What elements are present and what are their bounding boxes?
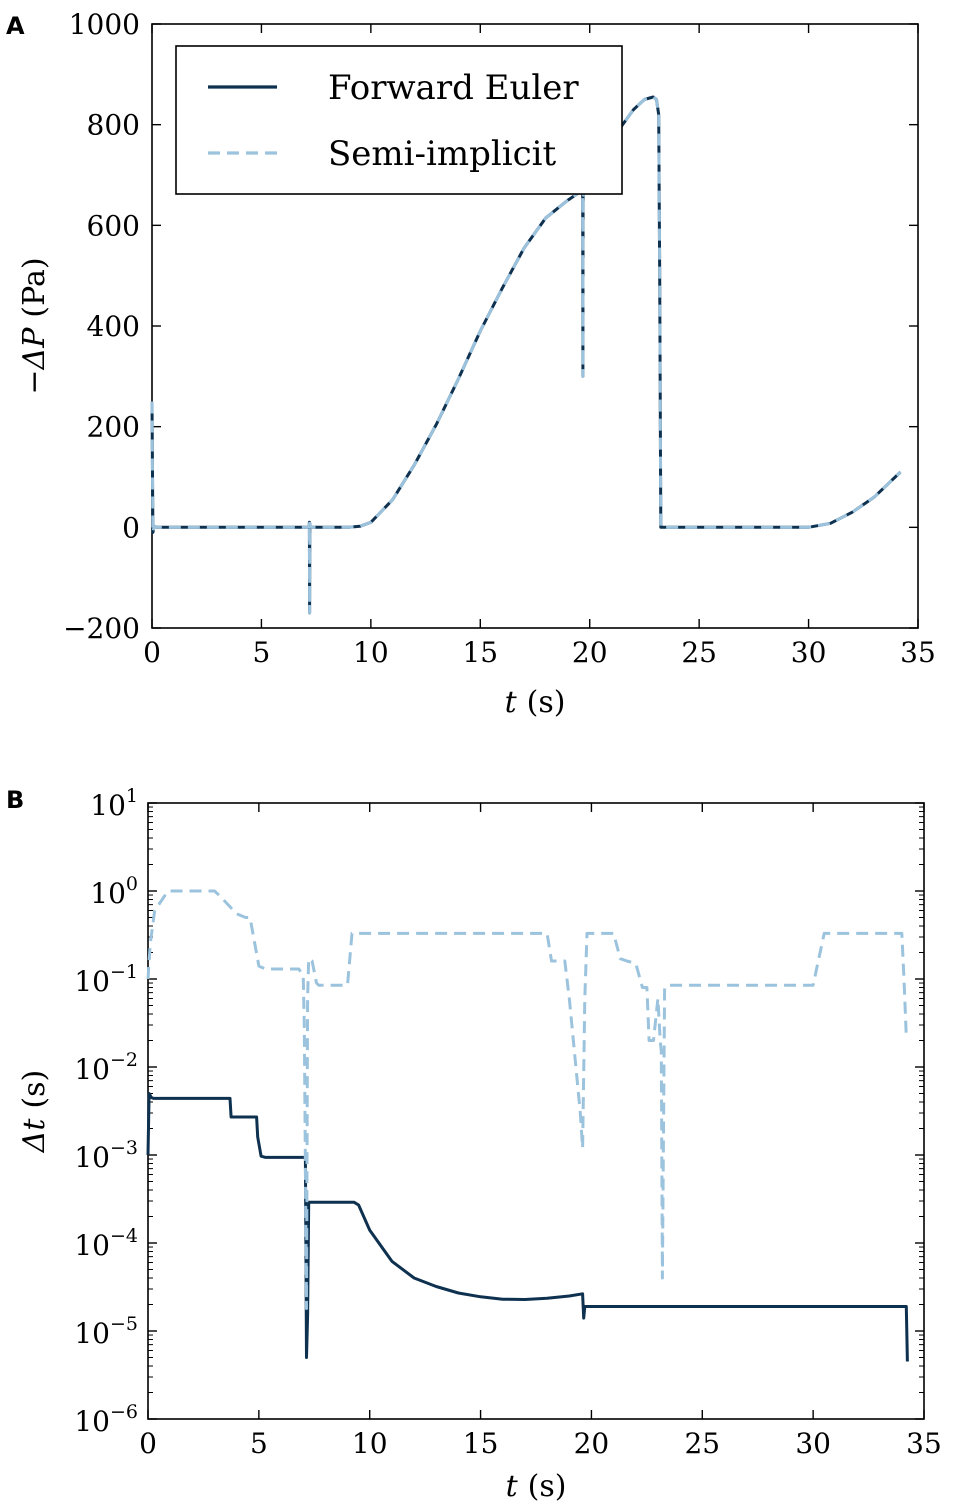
panel-b-y-tick-label: 10−4 [74, 1225, 138, 1262]
panel-b-y-tick-label: 10−6 [74, 1401, 138, 1438]
panel-a-y-axis-label: −ΔP (Pa) [17, 257, 52, 394]
panel-b-series [146, 889, 909, 1362]
panel-b-x-tick-label: 25 [684, 1427, 720, 1460]
panel-b-x-tick-label: 30 [795, 1427, 831, 1460]
panel-b-x-tick-label: 35 [906, 1427, 942, 1460]
panel-a-y-tick-label: 1000 [69, 8, 140, 41]
legend: Forward Euler Semi-implicit [175, 45, 623, 195]
panel-b-y-axis-label: Δt (s) [17, 1070, 52, 1154]
panel-a-ylabel-unit: (Pa) [17, 257, 52, 317]
panel-b-x-tick-label: 5 [250, 1427, 268, 1460]
legend-box [175, 45, 623, 195]
legend-label-semi-implicit: Semi-implicit [328, 134, 557, 174]
panel-b-y-tick-label: 101 [90, 785, 138, 822]
panel-a-x-axis-label: t (s) [505, 685, 566, 720]
panel-b-series-semi-implicit [146, 889, 908, 1310]
panel-b-y-tick-label: 10−1 [74, 961, 138, 998]
panel-a-label: A [6, 12, 25, 40]
panel-b-ylabel-var: Δt [17, 1118, 52, 1154]
panel-a-x-tick-label: 20 [572, 636, 608, 669]
panel-a-y-tick-label: 800 [87, 109, 140, 142]
panel-b-plot-frame [147, 802, 925, 1420]
panel-b-y-tick-label: 10−5 [74, 1313, 138, 1350]
panel-a-xlabel-unit: (s) [527, 685, 566, 720]
panel-a-ylabel-var: −ΔP [17, 327, 52, 395]
panel-b-x-axis-label: t (s) [506, 1469, 567, 1504]
panel-a-x-tick-label: 15 [462, 636, 498, 669]
panel-a-x-tick-label: 0 [143, 636, 161, 669]
panel-a-x-tick-label: 35 [900, 636, 936, 669]
panel-b-x-tick-label: 0 [139, 1427, 157, 1460]
panel-a-y-tick-label: −200 [63, 612, 140, 645]
panel-b-label: B [6, 786, 24, 814]
panel-a-x-tick-label: 5 [253, 636, 271, 669]
panel-a-y-tick-label: 0 [122, 511, 140, 544]
panel-a-x-tick-label: 30 [791, 636, 827, 669]
panel-b-y-tick-label: 10−2 [74, 1049, 138, 1086]
panel-a-y-tick-label: 400 [87, 310, 140, 343]
panel-a-y-tick-label: 600 [87, 209, 140, 242]
panel-a-y-ticks: −200 0 200 400 600 800 1000 [63, 8, 918, 645]
panel-b-x-tick-label: 20 [574, 1427, 610, 1460]
panel-a-x-tick-label: 25 [681, 636, 717, 669]
panel-a-xlabel-var: t [505, 685, 518, 720]
legend-label-forward-euler: Forward Euler [328, 68, 579, 108]
panel-b-x-ticks: 0 5 10 15 20 25 30 35 [139, 803, 942, 1460]
panel-b-y-tick-label: 10−3 [74, 1137, 138, 1174]
panel-b-series-forward-euler [146, 1092, 909, 1362]
panel-b-x-tick-label: 15 [463, 1427, 499, 1460]
panel-b-x-tick-label: 10 [352, 1427, 388, 1460]
panel-b-xlabel-var: t [506, 1469, 519, 1504]
panel-b-y-ticks: 101 100 10−1 10−2 10−3 10−4 10−5 10−6 [74, 785, 924, 1438]
panel-b-ylabel-unit: (s) [17, 1070, 52, 1109]
panel-a-y-tick-label: 200 [87, 411, 140, 444]
panel-b-y-tick-label: 100 [90, 873, 138, 910]
panel-a-x-tick-label: 10 [353, 636, 389, 669]
panel-b-xlabel-unit: (s) [528, 1469, 567, 1504]
panel-b: B 0 5 10 15 20 25 30 35 10110010−110−210−310−41… [6, 785, 942, 1504]
panel-a-x-ticks: 0 5 10 15 20 25 30 35 [143, 24, 936, 669]
